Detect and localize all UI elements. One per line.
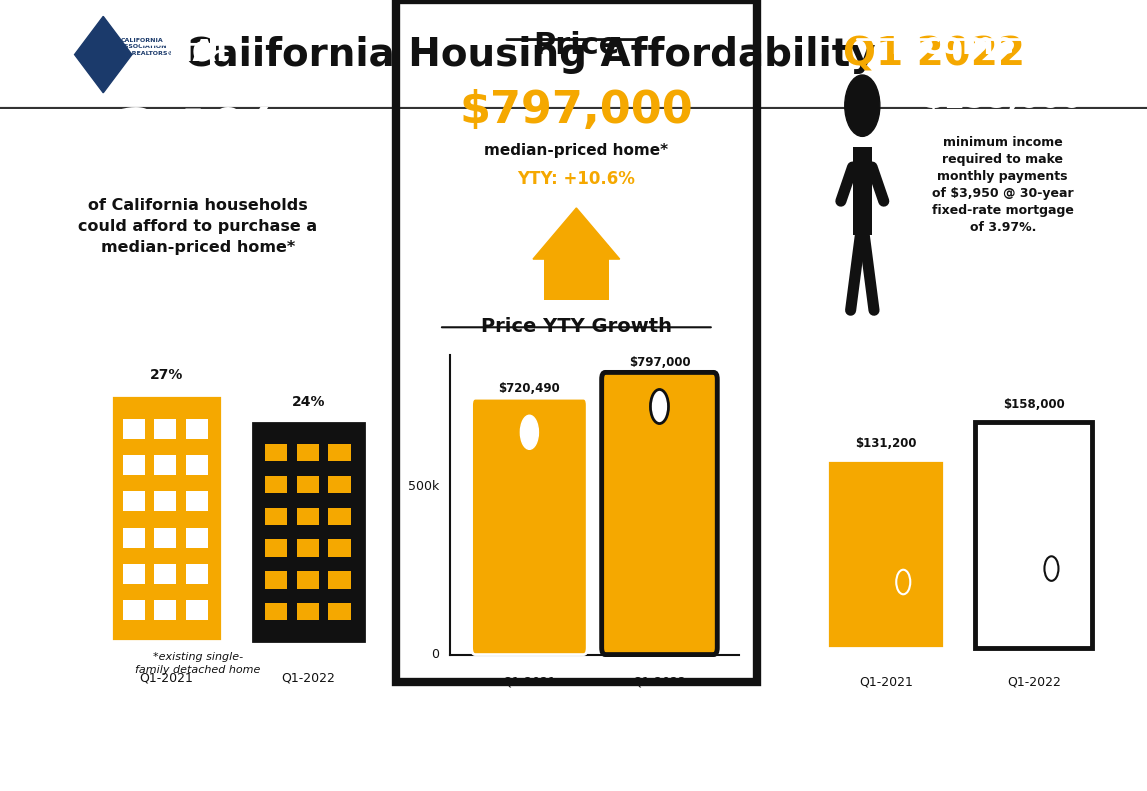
Bar — [123, 418, 145, 439]
Bar — [328, 603, 351, 620]
Bar — [328, 539, 351, 557]
Text: $158,000: $158,000 — [922, 85, 1083, 114]
Text: Income YTY Growth: Income YTY Growth — [853, 317, 1051, 335]
Bar — [155, 491, 177, 511]
Bar — [265, 508, 287, 525]
Text: Q1-2022: Q1-2022 — [282, 672, 336, 685]
FancyBboxPatch shape — [975, 422, 1092, 648]
Text: $131,200: $131,200 — [855, 437, 916, 449]
Bar — [297, 571, 319, 589]
Bar — [544, 245, 609, 300]
Text: YTY: +10.6%: YTY: +10.6% — [517, 170, 635, 188]
Text: Q1-2021: Q1-2021 — [859, 675, 913, 688]
Bar — [123, 455, 145, 475]
Text: of California households
could afford to purchase a
median-priced home*: of California households could afford to… — [78, 198, 318, 255]
Text: 0: 0 — [39, 642, 47, 654]
Text: California Housing Affordability: California Housing Affordability — [184, 36, 889, 74]
Bar — [186, 455, 208, 475]
Polygon shape — [75, 17, 132, 93]
Bar — [155, 455, 177, 475]
Text: Price: Price — [533, 31, 619, 59]
Text: HAI YTY Growth: HAI YTY Growth — [117, 317, 279, 335]
Bar — [852, 146, 872, 235]
Text: $797,000: $797,000 — [460, 89, 693, 131]
Bar — [123, 491, 145, 511]
Text: Price YTY Growth: Price YTY Growth — [481, 317, 672, 336]
Bar — [155, 600, 177, 620]
Text: Q1-2021: Q1-2021 — [139, 672, 193, 685]
Bar — [186, 418, 208, 439]
Text: 10: 10 — [32, 533, 47, 546]
Bar — [186, 564, 208, 584]
Bar — [297, 508, 319, 525]
Text: minimum income
required to make
monthly payments
of $3,950 @ 30-year
fixed-rate : minimum income required to make monthly … — [931, 136, 1074, 234]
Text: HAI: HAI — [167, 37, 228, 66]
Bar — [265, 475, 287, 494]
Circle shape — [521, 415, 538, 449]
Bar — [328, 508, 351, 525]
Bar — [186, 491, 208, 511]
Bar — [297, 539, 319, 557]
Text: 0: 0 — [791, 648, 799, 661]
Text: Q1 2022: Q1 2022 — [843, 36, 1025, 74]
Text: Income: Income — [890, 31, 1014, 59]
Text: 20: 20 — [32, 424, 47, 437]
Bar — [123, 528, 145, 547]
Text: $158,000: $158,000 — [1002, 399, 1064, 411]
Text: Q1-2021: Q1-2021 — [502, 675, 556, 688]
FancyBboxPatch shape — [827, 460, 944, 648]
FancyBboxPatch shape — [471, 398, 587, 655]
Circle shape — [845, 75, 880, 136]
FancyBboxPatch shape — [602, 373, 717, 655]
Bar — [328, 444, 351, 461]
Text: $720,490: $720,490 — [499, 382, 560, 395]
Bar — [155, 528, 177, 547]
Text: Q1-2022: Q1-2022 — [632, 675, 686, 688]
Text: 0: 0 — [431, 648, 439, 661]
Bar — [328, 475, 351, 494]
Bar — [155, 418, 177, 439]
FancyBboxPatch shape — [111, 396, 221, 641]
Text: 500k: 500k — [408, 479, 439, 493]
Text: 100k: 100k — [768, 505, 799, 518]
Polygon shape — [533, 208, 619, 259]
Bar — [123, 564, 145, 584]
Bar — [328, 571, 351, 589]
Bar — [297, 444, 319, 461]
Text: CALIFORNIA
ASSOCIATION
OF REALTORS®: CALIFORNIA ASSOCIATION OF REALTORS® — [120, 38, 174, 55]
Text: 27%: 27% — [149, 368, 182, 382]
Bar — [186, 600, 208, 620]
Bar — [265, 444, 287, 461]
Text: Q1-2022: Q1-2022 — [1007, 675, 1061, 688]
Circle shape — [650, 389, 669, 423]
Text: median-priced home*: median-priced home* — [484, 143, 669, 158]
Bar — [155, 564, 177, 584]
Bar — [186, 528, 208, 547]
Bar — [265, 571, 287, 589]
Text: *existing single-
family detached home: *existing single- family detached home — [135, 652, 260, 675]
FancyBboxPatch shape — [253, 422, 364, 641]
Bar — [297, 603, 319, 620]
Text: 24%: 24% — [291, 396, 326, 409]
Bar — [297, 475, 319, 494]
Bar — [265, 539, 287, 557]
Text: 24%: 24% — [111, 106, 284, 175]
Text: $797,000: $797,000 — [629, 356, 690, 369]
Bar — [123, 600, 145, 620]
Bar — [265, 603, 287, 620]
